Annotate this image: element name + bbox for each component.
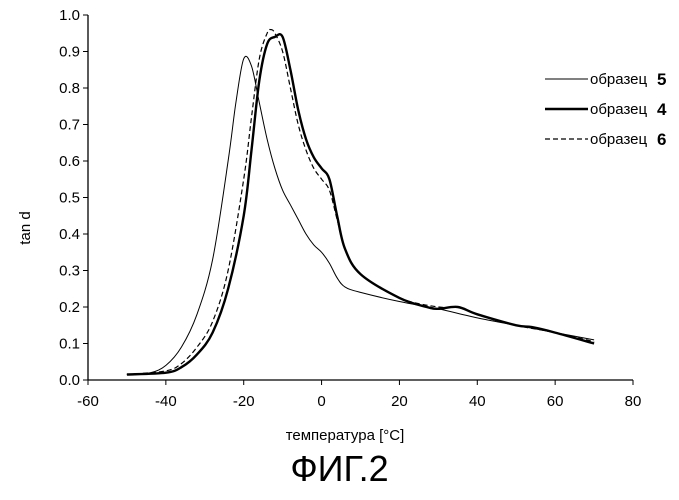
y-tick-label: 0.4 [59,226,80,243]
y-tick-label: 0.6 [59,153,80,170]
x-tick-label: 0 [317,393,325,410]
x-tick-label: 40 [469,393,486,410]
legend: образец 5 образец 4 образец 6 [545,70,667,149]
x-tick-label: -60 [77,393,99,410]
y-tick-label: 0.7 [59,117,80,134]
x-tick-label: 80 [625,393,642,410]
x-axis-label: температура [°C] [286,427,405,444]
figure-caption: ФИГ.2 [290,448,389,489]
y-tick-label: 0.2 [59,299,80,316]
chart: -60 -40 -20 0 20 40 60 80 0.0 0.1 0.2 0.3 0.4 0.5 0.6… [17,7,667,444]
legend-number-5: 5 [657,70,666,89]
y-axis-label: tan d [17,211,34,244]
series-line-5 [126,55,595,375]
y-tick-label: 1.0 [59,7,80,24]
legend-label-5: образец [590,71,648,88]
series-line-6 [126,28,595,376]
y-tick-label: 0.9 [59,44,80,61]
y-tick-label: 0.3 [59,263,80,280]
y-ticks: 0.0 0.1 0.2 0.3 0.4 0.5 0.6 0.7 0.8 0.9 1.0 [59,7,88,389]
x-tick-label: 60 [547,393,564,410]
axes [87,15,633,381]
legend-label-4: образец [590,101,648,118]
series-line-4 [126,32,595,376]
x-tick-label: -40 [155,393,177,410]
legend-number-6: 6 [657,130,666,149]
legend-number-4: 4 [657,100,667,119]
y-tick-label: 0.5 [59,190,80,207]
y-tick-label: 0.0 [59,372,80,389]
x-tick-label: -20 [233,393,255,410]
x-ticks: -60 -40 -20 0 20 40 60 80 [77,380,641,410]
legend-label-6: образец [590,131,648,148]
series-layer [126,28,595,376]
x-tick-label: 20 [391,393,408,410]
y-tick-label: 0.1 [59,336,80,353]
y-tick-label: 0.8 [59,80,80,97]
